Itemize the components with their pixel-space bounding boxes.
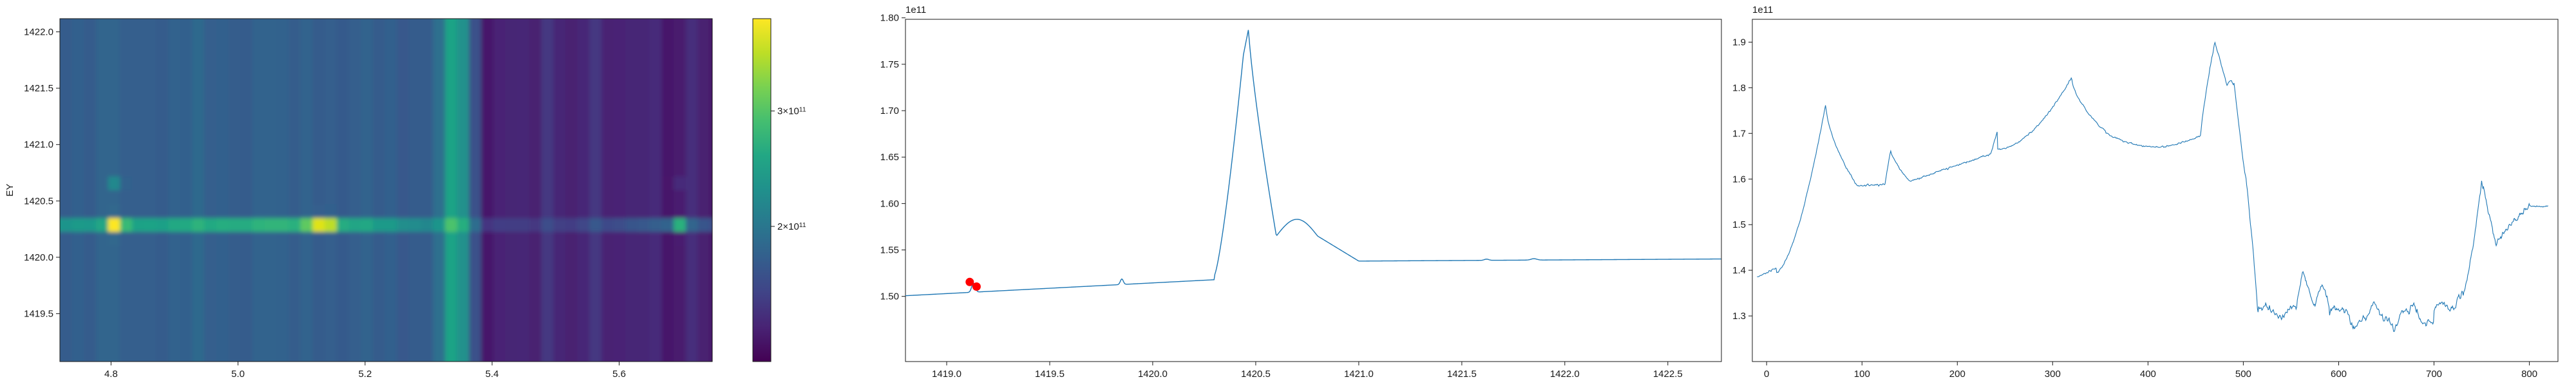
svg-text:1.8: 1.8 bbox=[1732, 82, 1746, 93]
svg-text:400: 400 bbox=[2140, 369, 2156, 380]
svg-text:200: 200 bbox=[1949, 369, 1965, 380]
svg-text:1e11: 1e11 bbox=[1752, 5, 1773, 15]
svg-text:EY: EY bbox=[5, 183, 15, 196]
svg-text:1.7: 1.7 bbox=[1732, 128, 1746, 139]
svg-text:800: 800 bbox=[2521, 369, 2537, 380]
svg-text:1422.0: 1422.0 bbox=[24, 27, 53, 38]
svg-text:1422.0: 1422.0 bbox=[1550, 369, 1580, 380]
svg-text:5.4: 5.4 bbox=[486, 369, 499, 380]
svg-text:1419.5: 1419.5 bbox=[1035, 369, 1065, 380]
svg-text:300: 300 bbox=[2045, 369, 2061, 380]
svg-text:1421.5: 1421.5 bbox=[24, 83, 53, 94]
svg-text:700: 700 bbox=[2426, 369, 2442, 380]
svg-text:1.75: 1.75 bbox=[880, 59, 899, 70]
svg-text:1.3: 1.3 bbox=[1732, 311, 1746, 322]
svg-text:4.8: 4.8 bbox=[104, 369, 118, 380]
svg-text:1421.5: 1421.5 bbox=[1447, 369, 1477, 380]
svg-text:1.55: 1.55 bbox=[880, 245, 899, 256]
svg-text:5.0: 5.0 bbox=[231, 369, 245, 380]
svg-text:1420.5: 1420.5 bbox=[1241, 369, 1271, 380]
svg-text:1419.5: 1419.5 bbox=[24, 309, 53, 320]
svg-text:1.70: 1.70 bbox=[880, 106, 899, 116]
svg-text:1.9: 1.9 bbox=[1732, 37, 1746, 48]
svg-text:1.4: 1.4 bbox=[1732, 265, 1746, 276]
svg-text:1421.0: 1421.0 bbox=[1344, 369, 1374, 380]
svg-text:500: 500 bbox=[2235, 369, 2251, 380]
svg-text:100: 100 bbox=[1854, 369, 1870, 380]
svg-text:600: 600 bbox=[2331, 369, 2347, 380]
svg-text:1421.0: 1421.0 bbox=[24, 140, 53, 151]
svg-text:1422.5: 1422.5 bbox=[1653, 369, 1683, 380]
svg-text:0: 0 bbox=[1764, 369, 1769, 380]
svg-text:1e11: 1e11 bbox=[905, 5, 926, 15]
svg-text:5.2: 5.2 bbox=[358, 369, 372, 380]
svg-text:1.65: 1.65 bbox=[880, 152, 899, 163]
svg-text:1.60: 1.60 bbox=[880, 198, 899, 209]
svg-text:1419.0: 1419.0 bbox=[932, 369, 961, 380]
svg-text:1420.5: 1420.5 bbox=[24, 196, 53, 207]
svg-text:1.5: 1.5 bbox=[1732, 219, 1746, 230]
svg-text:1420.0: 1420.0 bbox=[1138, 369, 1168, 380]
svg-text:1.80: 1.80 bbox=[880, 13, 899, 24]
svg-text:1.6: 1.6 bbox=[1732, 174, 1746, 185]
svg-text:1420.0: 1420.0 bbox=[24, 252, 53, 263]
svg-text:5.6: 5.6 bbox=[612, 369, 626, 380]
svg-text:1.50: 1.50 bbox=[880, 291, 899, 302]
